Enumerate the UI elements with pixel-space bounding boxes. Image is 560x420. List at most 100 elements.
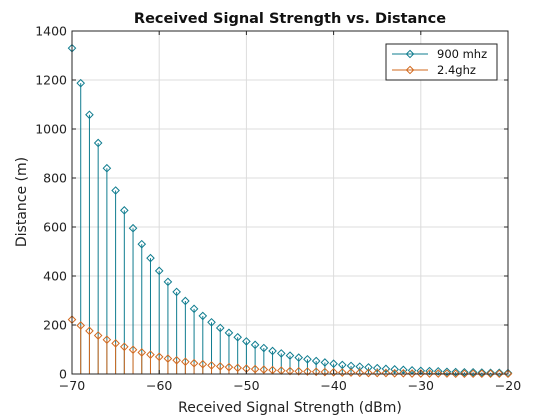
legend: 900 mhz 2.4ghz: [385, 43, 498, 81]
series-0-marker: [329, 359, 338, 369]
series-1-marker: [189, 358, 199, 368]
series-1-marker: [259, 365, 269, 374]
series-1-marker: [111, 339, 120, 348]
series-1-marker: [154, 352, 164, 362]
legend-label: 2.4ghz: [437, 63, 476, 77]
series-1-marker: [163, 354, 173, 363]
axes: [71, 30, 509, 375]
series-1-marker: [76, 321, 86, 330]
series-1-marker: [303, 367, 312, 376]
series-0-marker: [128, 223, 138, 233]
series-1-marker: [486, 369, 495, 379]
series-0-marker: [154, 266, 164, 276]
y-tick-label: 600: [43, 220, 67, 235]
x-tick-label: −70: [59, 378, 85, 393]
series-0-marker: [390, 365, 399, 374]
series-1-marker: [320, 367, 330, 377]
series-0-marker: [477, 368, 487, 377]
x-tick-label: −60: [146, 378, 172, 393]
series-0-marker: [111, 186, 120, 195]
series-0-marker: [276, 349, 286, 358]
series-1-marker: [468, 369, 478, 379]
series-0-marker: [285, 351, 295, 360]
series-1-marker: [294, 366, 304, 376]
series-1-marker: [233, 363, 242, 373]
series-1-marker: [503, 369, 513, 379]
series-0-marker: [93, 138, 103, 148]
x-tick-label: −50: [233, 378, 259, 393]
series-1-marker: [198, 359, 208, 369]
series-0-marker: [233, 332, 242, 342]
series-0-marker: [303, 354, 312, 364]
series-0-marker: [250, 340, 260, 350]
series-0-marker: [198, 311, 208, 321]
series-1-marker: [477, 369, 487, 379]
x-tick-label: −20: [495, 378, 521, 393]
series-1-marker: [181, 357, 190, 367]
series-1-marker: [311, 367, 321, 377]
series-0-marker: [294, 353, 304, 362]
series-1-marker: [215, 362, 225, 371]
series-0-marker: [399, 365, 408, 375]
plot-frame: [71, 30, 509, 375]
tick-labels: −70 −60 −50 −40 −30 −20 0 200 400 600 800 1000 1200 1…: [35, 24, 521, 394]
series-1-marker: [329, 367, 338, 377]
series-1-marker: [128, 345, 138, 355]
series-1-marker: [390, 368, 399, 378]
series-1-marker: [442, 369, 452, 378]
series-1-marker: [451, 369, 460, 379]
legend-box: [385, 43, 498, 81]
series-0-marker: [503, 368, 513, 378]
series-1-marker: [338, 368, 347, 377]
y-tick-label: 1200: [35, 73, 67, 88]
series-1-marker: [364, 368, 373, 378]
series-0-marker: [364, 363, 373, 372]
series-0-marker: [460, 367, 469, 377]
series-0-marker: [137, 239, 147, 249]
series-1-marker: [416, 369, 426, 378]
series-0-marker: [433, 366, 443, 376]
series-0-marker: [311, 356, 321, 366]
y-tick-label: 400: [43, 269, 67, 284]
series-1-marker: [146, 350, 155, 359]
series-0-marker: [486, 368, 495, 378]
series-1-marker: [93, 331, 103, 340]
series-0-marker: [259, 343, 269, 353]
y-tick-label: 0: [59, 367, 67, 382]
legend-marker: [405, 65, 415, 75]
series-1-marker: [372, 368, 382, 378]
series-1-marker: [102, 335, 112, 345]
series-0-marker: [242, 337, 251, 346]
series-0-marker: [102, 163, 112, 173]
x-axis-label: Received Signal Strength (dBm): [178, 400, 402, 416]
series-0-marker: [189, 304, 199, 314]
series-1-marker: [460, 369, 469, 379]
legend-marker: [405, 49, 415, 59]
y-axis-label: Distance (m): [14, 157, 30, 247]
series-0-marker: [207, 317, 216, 327]
chart-title: Received Signal Strength vs. Distance: [134, 11, 446, 27]
series-0-marker: [442, 367, 452, 377]
series-0-marker: [320, 358, 330, 367]
series-1-marker: [137, 348, 147, 357]
x-tick-label: −30: [408, 378, 434, 393]
series-1-marker: [207, 361, 216, 370]
y-tick-label: 200: [43, 318, 67, 333]
legend-label: 900 mhz: [437, 47, 487, 61]
series-0-marker: [381, 364, 391, 374]
series-1-marker: [224, 362, 234, 372]
series-1-marker: [120, 342, 129, 352]
series-0-marker: [451, 367, 460, 377]
series-0-marker: [146, 253, 155, 263]
series-0-marker: [215, 323, 225, 333]
y-tick-label: 800: [43, 171, 67, 186]
x-tick-label: −40: [320, 378, 346, 393]
series-1-marker: [355, 368, 365, 378]
series-0-marker: [372, 363, 382, 373]
series-0-marker: [85, 110, 94, 120]
series-1-marker: [172, 355, 181, 365]
series-0-marker: [76, 78, 86, 88]
series-0-marker: [468, 367, 478, 377]
